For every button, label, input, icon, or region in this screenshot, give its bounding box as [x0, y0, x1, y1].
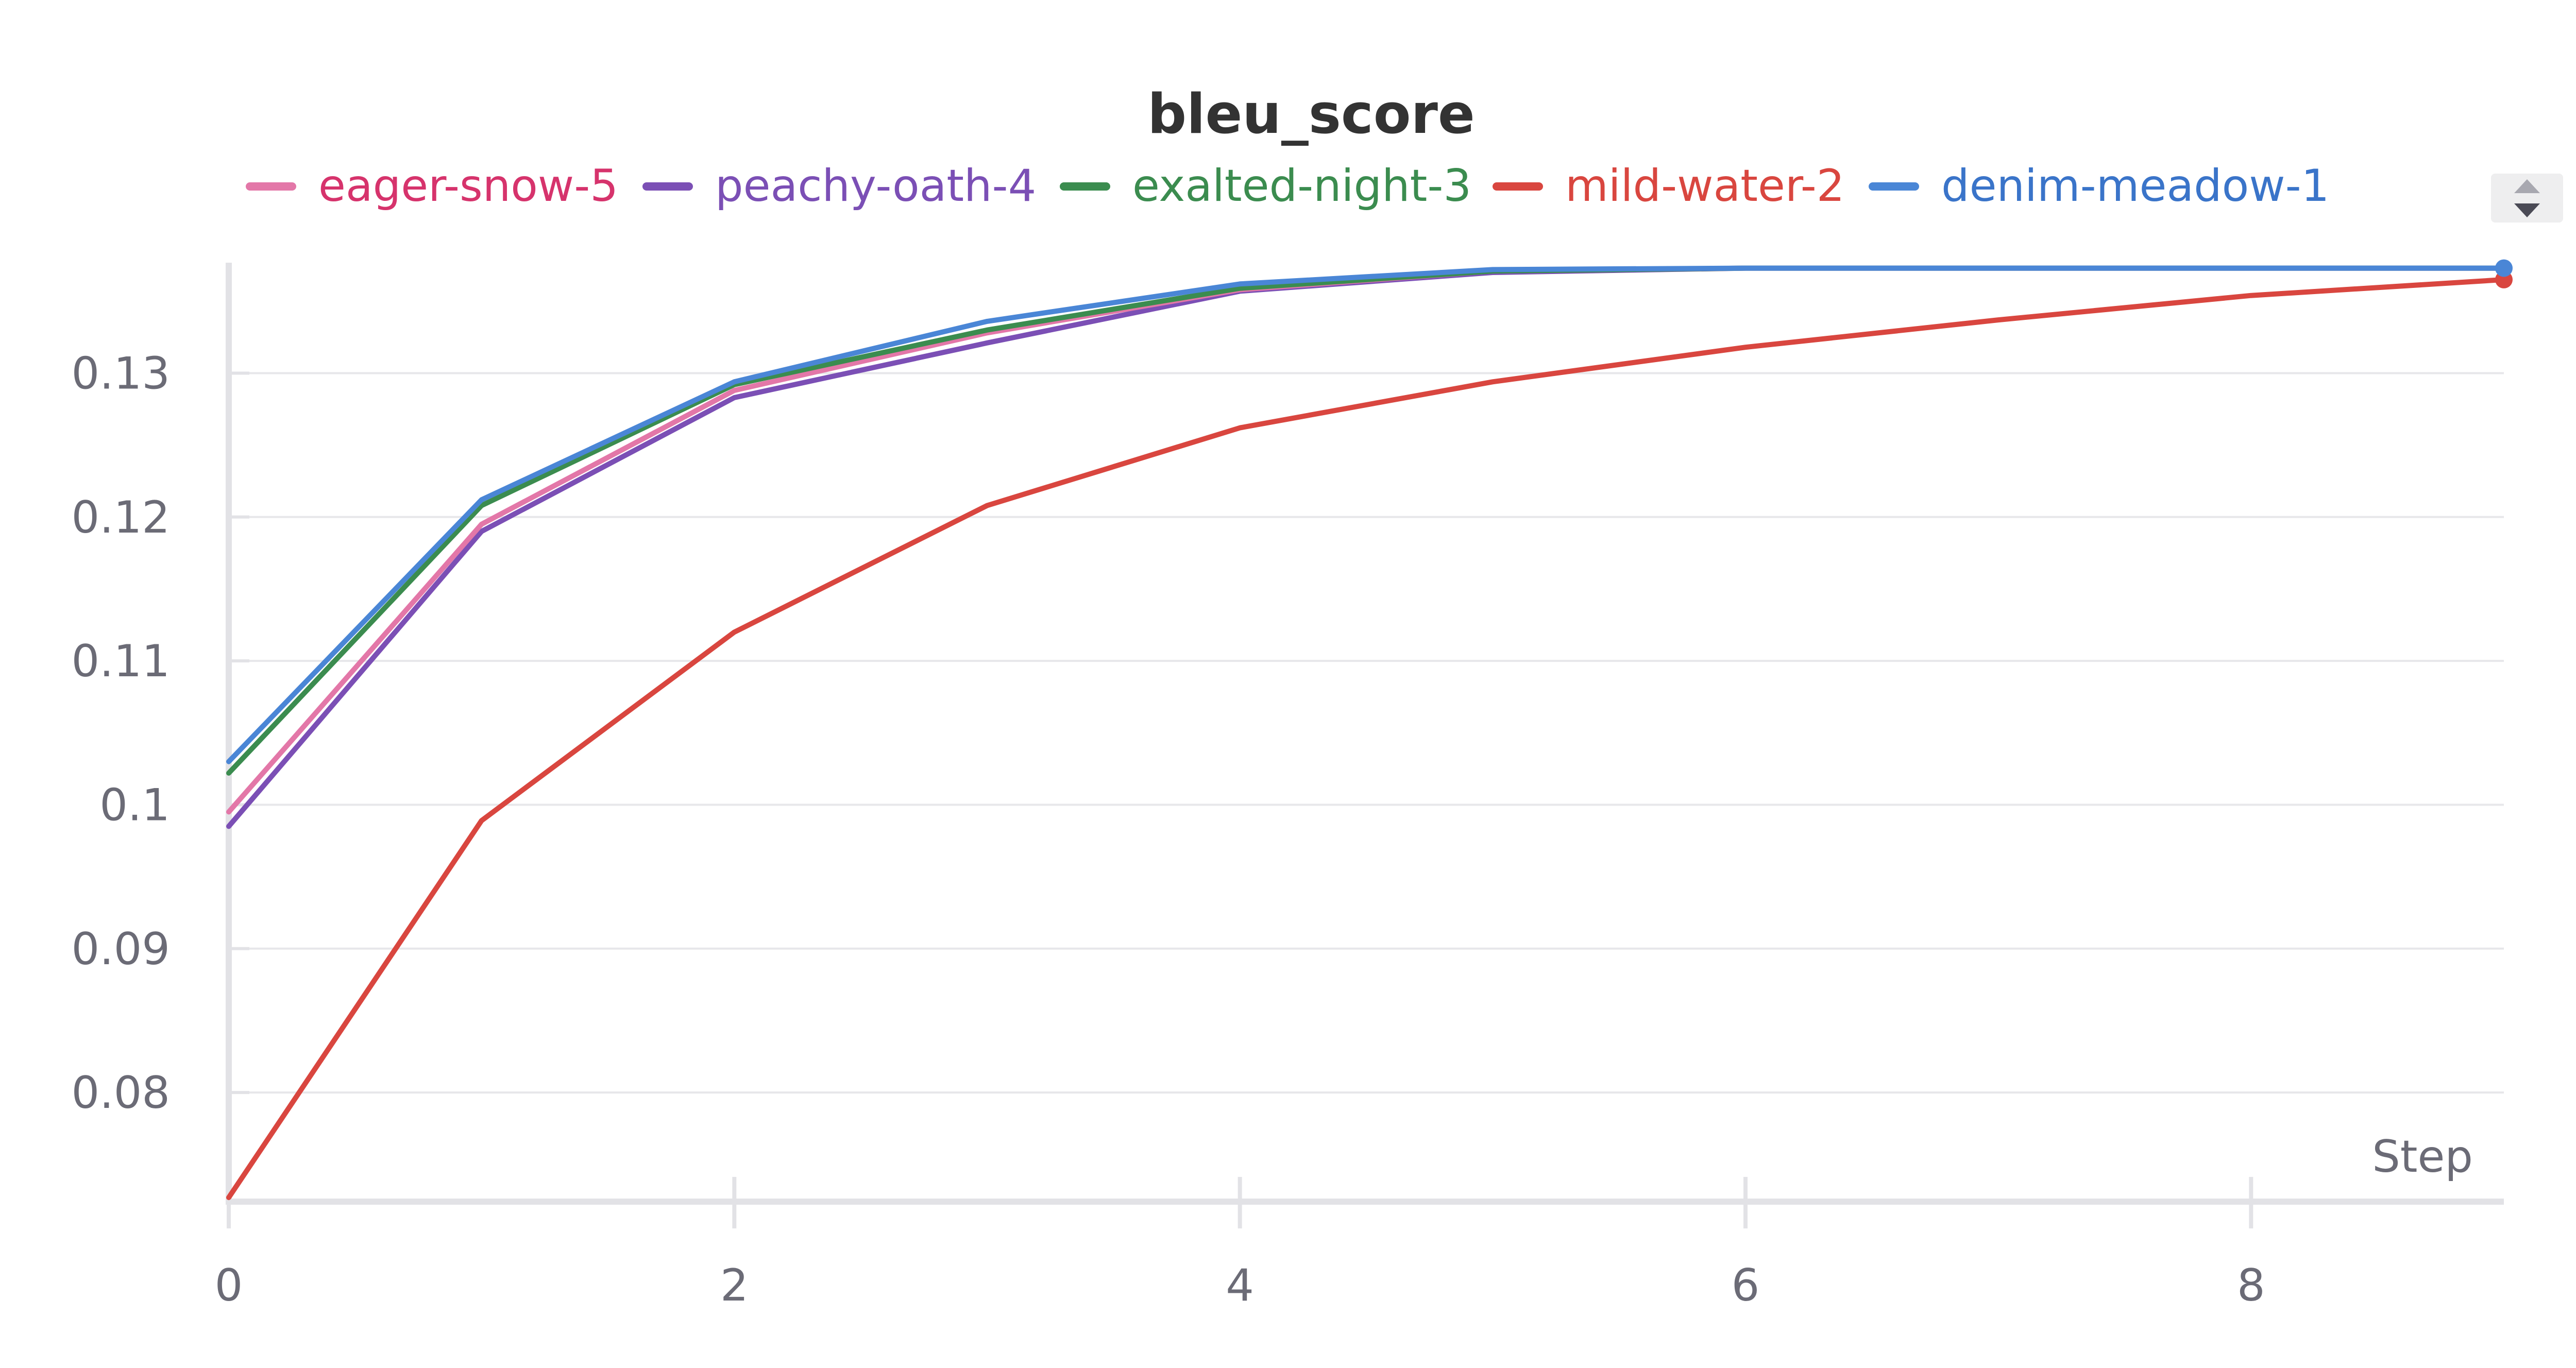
y-tick-label: 0.11: [72, 636, 170, 687]
legend-scroll-control[interactable]: [2491, 174, 2563, 223]
legend-label-mild-water-2[interactable]: mild-water-2: [1565, 160, 1844, 212]
series-lines: [226, 265, 2506, 1200]
y-tick-label: 0.13: [72, 348, 170, 399]
legend-label-exalted-night-3[interactable]: exalted-night-3: [1132, 160, 1471, 212]
y-axis-ticks: 0.08 0.09 0.1 0.11 0.12 0.13: [72, 348, 249, 1119]
x-tick-label: 6: [1732, 1260, 1760, 1311]
series-line-mild-water-2[interactable]: [226, 277, 2506, 1200]
x-axis-ticks: 0 2 4 6 8: [215, 1177, 2265, 1311]
y-tick-label: 0.08: [72, 1067, 170, 1119]
legend: eager-snow-5 peachy-oath-4 exalted-night-3…: [246, 160, 2329, 212]
x-tick-label: 8: [2237, 1260, 2265, 1311]
gridlines: [229, 372, 2504, 1094]
series-end-markers: [2495, 259, 2513, 288]
x-axis-title: Step: [2372, 1131, 2473, 1183]
legend-label-denim-meadow-1[interactable]: denim-meadow-1: [1941, 160, 2329, 212]
x-tick-label: 2: [720, 1260, 749, 1311]
series-line-exalted-night-3[interactable]: [226, 265, 2506, 776]
x-tick-label: 4: [1226, 1260, 1254, 1311]
end-point-denim-meadow-1[interactable]: [2495, 259, 2513, 277]
series-line-peachy-oath-4[interactable]: [226, 265, 2506, 829]
legend-label-peachy-oath-4[interactable]: peachy-oath-4: [715, 160, 1036, 212]
series-line-denim-meadow-1[interactable]: [226, 265, 2506, 764]
y-tick-label: 0.1: [99, 779, 170, 831]
axes: [226, 263, 2504, 1205]
scroll-down-icon[interactable]: [2514, 203, 2540, 217]
legend-label-eager-snow-5[interactable]: eager-snow-5: [318, 160, 618, 212]
y-tick-label: 0.12: [72, 492, 170, 543]
x-tick-label: 0: [215, 1260, 243, 1311]
series-line-eager-snow-5[interactable]: [226, 265, 2506, 815]
legend-scroll-background[interactable]: [2491, 174, 2563, 223]
y-tick-label: 0.09: [72, 924, 170, 975]
chart-title: bleu_score: [1147, 82, 1475, 146]
scroll-up-icon[interactable]: [2514, 179, 2540, 193]
